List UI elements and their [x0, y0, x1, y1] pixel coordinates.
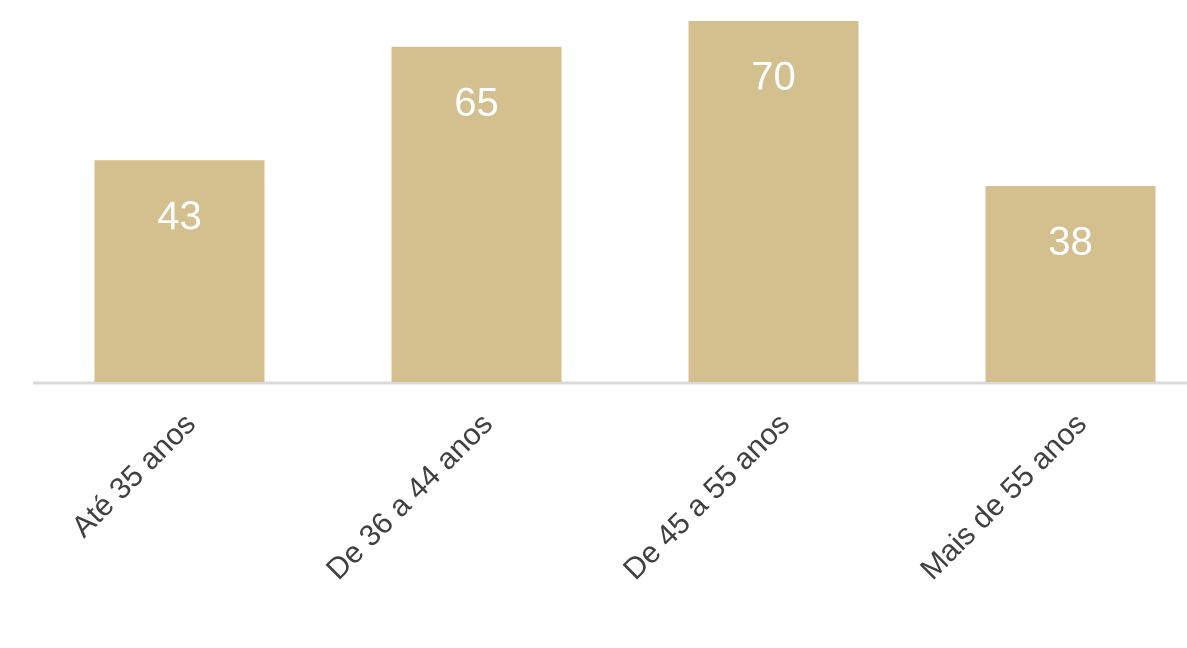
value-label: 38 [1048, 220, 1093, 264]
x-tick-label: De 36 a 44 anos [320, 407, 499, 586]
value-label: 43 [157, 194, 202, 238]
x-tick-label: Até 35 anos [65, 407, 202, 544]
value-label: 70 [751, 55, 796, 99]
x-tick-label: Mais de 55 anos [914, 407, 1093, 586]
value-label: 65 [454, 80, 499, 124]
bar [985, 186, 1156, 382]
x-tick-label: De 45 a 55 anos [617, 407, 796, 586]
bar [688, 21, 859, 382]
bar [391, 46, 562, 383]
bar [94, 160, 265, 382]
